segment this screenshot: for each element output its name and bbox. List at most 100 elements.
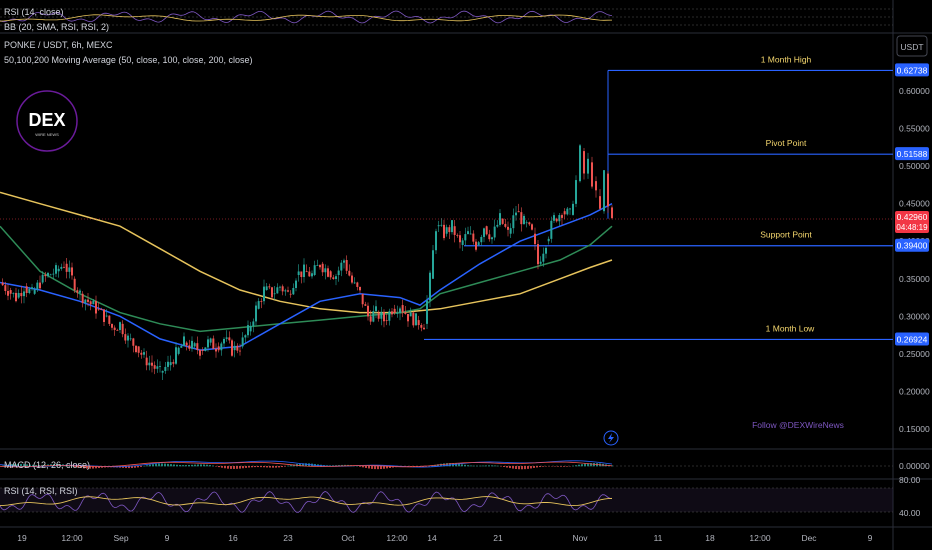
- macd-bar: [92, 466, 94, 469]
- x-tick-label: Oct: [341, 533, 355, 543]
- macd-bar: [191, 464, 193, 467]
- candle-body: [539, 261, 542, 264]
- candle-body: [284, 290, 287, 292]
- macd-bar: [230, 466, 232, 469]
- macd-bar: [335, 465, 337, 467]
- candles: [1, 144, 613, 380]
- x-tick-label: 12:00: [386, 533, 408, 543]
- candle-body: [116, 329, 119, 331]
- candle-body: [65, 263, 68, 272]
- candle-body: [509, 228, 512, 234]
- macd-bar: [41, 464, 43, 467]
- macd-bar: [509, 466, 511, 469]
- macd-bar: [536, 466, 538, 468]
- candle-body: [332, 277, 335, 280]
- macd-bar: [188, 464, 190, 467]
- macd-label[interactable]: MACD (12, 26, close): [4, 460, 90, 470]
- x-tick-label: Sep: [113, 533, 128, 543]
- macd-bar: [83, 466, 85, 469]
- candle-body: [44, 274, 47, 277]
- macd-bar: [374, 466, 376, 470]
- candle-body: [558, 215, 561, 222]
- x-tick-label: 11: [654, 533, 663, 543]
- currency-button[interactable]: USDT: [896, 35, 928, 57]
- candle-body: [520, 212, 523, 225]
- macd-bar: [269, 466, 271, 468]
- macd-bar: [233, 466, 235, 469]
- rsi-ma-line: [0, 496, 613, 507]
- macd-bar: [446, 463, 448, 467]
- candle-body: [412, 312, 415, 326]
- candle-body: [204, 347, 207, 352]
- candle-body: [185, 342, 188, 346]
- macd-bar: [443, 463, 445, 467]
- candle-body: [33, 289, 36, 294]
- macd-bar: [257, 466, 259, 468]
- candle-body: [340, 262, 343, 271]
- current-price-countdown: 04:48:19: [896, 223, 928, 232]
- candle-body: [257, 301, 260, 309]
- macd-bar: [17, 463, 19, 467]
- level-tag: [895, 63, 929, 77]
- macd-bar: [278, 466, 280, 468]
- candle-body: [111, 323, 113, 328]
- candle-body: [199, 350, 201, 356]
- candle-body: [523, 215, 525, 225]
- macd-bar: [593, 463, 595, 467]
- candle-body: [196, 343, 199, 351]
- macd-bar: [26, 464, 28, 467]
- candle-body: [443, 224, 445, 239]
- macd-bar: [566, 466, 568, 467]
- macd-bar: [299, 463, 301, 467]
- candle-body: [591, 162, 593, 187]
- level-tag: [895, 238, 929, 252]
- candle-body: [63, 266, 65, 268]
- candle-body: [440, 224, 443, 226]
- candle-body: [337, 270, 340, 276]
- candle-body: [76, 290, 79, 293]
- macd-bar: [464, 464, 466, 467]
- macd-bar: [503, 466, 505, 467]
- macd-bar: [194, 464, 196, 467]
- candle-body: [289, 293, 292, 295]
- macd-bar: [515, 466, 517, 469]
- candle-body: [356, 282, 359, 287]
- candle-body: [17, 292, 20, 298]
- macd-bar: [272, 466, 274, 468]
- rsi-tick-40: 40.00: [899, 508, 921, 518]
- candle-body: [611, 207, 613, 219]
- candle-body: [156, 366, 159, 369]
- macd-bar: [263, 466, 265, 468]
- y-tick-label: 0.30000: [899, 311, 930, 321]
- macd-bar: [29, 464, 31, 467]
- candle-body: [79, 290, 81, 293]
- candle-body: [81, 293, 84, 303]
- macd-bar: [260, 466, 262, 468]
- candle-body: [534, 233, 536, 245]
- rsi-label[interactable]: RSI (14, RSI, RSI): [4, 486, 78, 496]
- macd-bar: [458, 463, 460, 467]
- macd-bar: [389, 466, 391, 468]
- y-tick-label: 0.50000: [899, 161, 930, 171]
- candle-body: [228, 337, 231, 341]
- x-tick-label: 16: [228, 533, 238, 543]
- ma-legend[interactable]: 50,100,200 Moving Average (50, close, 10…: [4, 55, 253, 65]
- candle-body: [100, 309, 103, 310]
- candle-body: [603, 170, 605, 212]
- candle-body: [375, 306, 377, 312]
- candle-body: [303, 264, 305, 278]
- macd-bar: [161, 463, 163, 467]
- candle-body: [49, 274, 52, 276]
- candle-body: [475, 241, 477, 250]
- lightning-icon[interactable]: [603, 430, 619, 446]
- macd-bar: [164, 463, 166, 467]
- candle-body: [60, 266, 63, 269]
- candle-body: [57, 268, 60, 272]
- candle-body: [367, 305, 369, 317]
- macd-bar: [146, 465, 148, 467]
- currency-button-label[interactable]: USDT: [900, 42, 923, 52]
- candle-body: [595, 181, 597, 191]
- candle-body: [477, 242, 480, 245]
- candle-body: [547, 238, 550, 242]
- symbol-title[interactable]: PONKE / USDT, 6h, MEXC: [4, 40, 113, 50]
